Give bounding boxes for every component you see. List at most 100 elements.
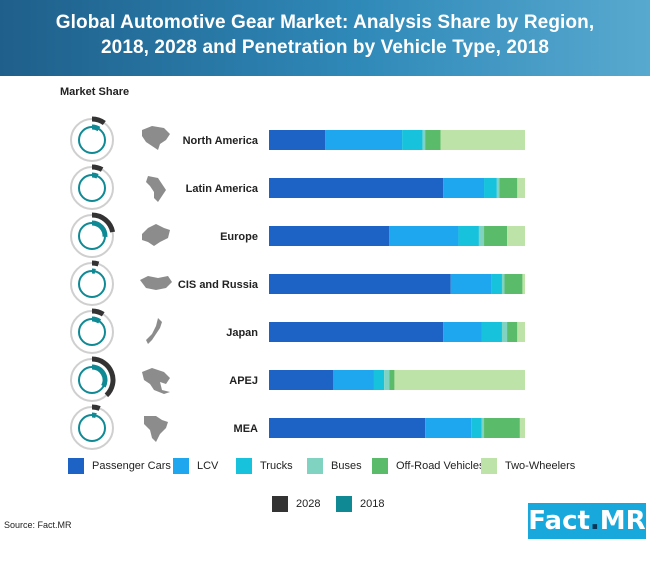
ring-inner-track: [78, 318, 106, 346]
category-label: MEA: [234, 423, 259, 435]
bar-segment: [517, 322, 525, 342]
category-label: North America: [183, 135, 259, 147]
bar-segment: [269, 274, 451, 294]
region-map-shape: [142, 126, 170, 150]
legend-label: 2018: [360, 498, 385, 510]
bar-segment: [402, 130, 423, 150]
region-map-icon: [146, 176, 166, 202]
region-map-shape: [140, 276, 172, 290]
ring-inner-track: [78, 414, 106, 442]
bar-segment: [517, 178, 525, 198]
bar-segment: [458, 226, 479, 246]
bar-segment: [325, 130, 403, 150]
ring-inner-track: [78, 174, 106, 202]
bar-segment: [425, 130, 441, 150]
legend-item-year: 2018: [336, 496, 384, 512]
bar-segment: [501, 322, 508, 342]
legend-item-year: 2028: [272, 496, 320, 512]
bar-segment: [504, 274, 523, 294]
ring-arc-2018: [91, 364, 108, 388]
legend-item: Off-Road Vehicles: [372, 458, 484, 474]
ring-arc-2028: [91, 404, 101, 411]
bar-segment: [394, 370, 525, 390]
legend-item: Buses: [307, 458, 362, 474]
region-map-shape: [146, 176, 166, 202]
legend-swatch: [372, 458, 388, 474]
region-map-shape: [144, 416, 168, 442]
legend-label: Buses: [331, 460, 362, 472]
region-map-shape: [146, 318, 162, 344]
legend-swatch: [307, 458, 323, 474]
legend-swatch: [336, 496, 352, 512]
category-label: CIS and Russia: [178, 279, 259, 291]
region-map-icon: [144, 416, 168, 442]
bar-segment: [484, 178, 497, 198]
bar-segment: [443, 322, 482, 342]
region-map-icon: [140, 276, 172, 290]
bar-segment: [491, 274, 502, 294]
ring-arc-2028: [91, 164, 104, 172]
ring-arc-2018: [91, 220, 108, 237]
ring-inner-track: [78, 270, 106, 298]
legend-swatch: [272, 496, 288, 512]
category-label: Japan: [226, 327, 258, 339]
region-map-shape: [142, 224, 170, 246]
bar-segment: [471, 418, 482, 438]
bar-segment: [522, 274, 525, 294]
region-map-shape: [142, 368, 170, 394]
ring-arc-2028: [91, 212, 116, 233]
bar-segment: [484, 226, 508, 246]
legend-label: LCV: [197, 460, 219, 472]
ring-arc-2018: [91, 172, 99, 179]
region-map-icon: [142, 126, 170, 150]
legend-item: Trucks: [236, 458, 293, 474]
category-label: Europe: [220, 231, 258, 243]
bar-segment: [499, 178, 518, 198]
bar-segment: [496, 178, 500, 198]
bar-segment: [333, 370, 374, 390]
ring-outer-track: [70, 406, 114, 450]
bar-segment: [425, 418, 472, 438]
bar-segment: [373, 370, 385, 390]
bar-segment: [484, 418, 520, 438]
bar-segment: [422, 130, 426, 150]
bar-segment: [269, 226, 390, 246]
legend-swatch: [173, 458, 189, 474]
bar-segment: [269, 178, 444, 198]
bar-segment: [269, 322, 444, 342]
legend-item: Passenger Cars: [68, 458, 171, 474]
chart-title-line-2: 2018, 2028 and Penetration by Vehicle Ty…: [100, 37, 549, 58]
market-share-label: Market Share: [60, 86, 130, 98]
bar-segment: [269, 130, 326, 150]
ring-inner-track: [78, 126, 106, 154]
legend-swatch: [68, 458, 84, 474]
chart-header: Global Automotive Gear Market: Analysis …: [0, 0, 650, 76]
bar-segment: [478, 226, 485, 246]
ring-arc-2018: [91, 316, 102, 324]
bar-segment: [384, 370, 390, 390]
legend-item: LCV: [173, 458, 218, 474]
legend-swatch: [481, 458, 497, 474]
chart-title-line-1: Global Automotive Gear Market: Analysis …: [55, 12, 595, 33]
region-map-icon: [142, 368, 170, 394]
bar-segment: [507, 226, 525, 246]
legend-swatch: [236, 458, 252, 474]
bar-segment: [501, 274, 505, 294]
source-note: Source: Fact.MR: [4, 520, 72, 530]
factmr-logo: Fact.MR: [528, 503, 646, 539]
legend-label: Two-Wheelers: [505, 460, 576, 472]
bar-segment: [269, 370, 333, 390]
bar-segment: [443, 178, 485, 198]
bar-segment: [389, 370, 395, 390]
ring-arc-2028: [91, 116, 106, 126]
ring-arc-2028: [91, 260, 100, 267]
legend-label: Trucks: [260, 460, 293, 472]
bar-segment: [440, 130, 525, 150]
bar-segment: [481, 418, 485, 438]
legend-label: Off-Road Vehicles: [396, 460, 485, 472]
ring-arc-2028: [91, 356, 116, 398]
legend-label: Passenger Cars: [92, 460, 171, 472]
bar-segment: [481, 322, 502, 342]
legend-item: Two-Wheelers: [481, 458, 575, 474]
